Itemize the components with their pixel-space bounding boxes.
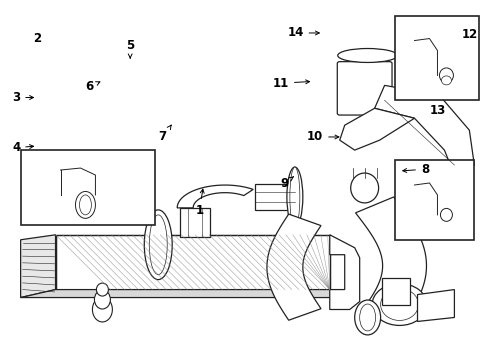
Ellipse shape — [290, 167, 300, 227]
Polygon shape — [55, 235, 330, 289]
Ellipse shape — [355, 300, 381, 335]
Polygon shape — [356, 197, 426, 322]
Polygon shape — [177, 185, 253, 208]
Ellipse shape — [441, 208, 452, 221]
Ellipse shape — [360, 304, 376, 331]
Polygon shape — [180, 208, 210, 237]
Text: 8: 8 — [403, 163, 429, 176]
Polygon shape — [417, 289, 454, 321]
Ellipse shape — [97, 283, 108, 296]
Text: 6: 6 — [85, 80, 100, 93]
Text: 5: 5 — [126, 39, 134, 58]
Text: 1: 1 — [196, 189, 204, 217]
Ellipse shape — [79, 198, 92, 215]
FancyBboxPatch shape — [337, 62, 392, 115]
Ellipse shape — [287, 167, 303, 227]
Ellipse shape — [75, 194, 96, 219]
Ellipse shape — [351, 173, 379, 203]
Text: 2: 2 — [33, 32, 41, 45]
Ellipse shape — [149, 215, 167, 275]
Bar — [394, 15, 479, 100]
Polygon shape — [21, 289, 335, 298]
Polygon shape — [375, 85, 474, 175]
Text: 14: 14 — [287, 27, 319, 40]
Bar — [394, 160, 474, 240]
Ellipse shape — [338, 49, 397, 62]
Text: 7: 7 — [159, 125, 171, 144]
Ellipse shape — [372, 284, 427, 325]
Text: 12: 12 — [462, 28, 478, 41]
Ellipse shape — [75, 192, 96, 219]
Polygon shape — [382, 278, 410, 305]
Ellipse shape — [440, 68, 453, 83]
Ellipse shape — [79, 195, 92, 215]
Polygon shape — [340, 108, 415, 150]
Text: 4: 4 — [12, 141, 33, 154]
Ellipse shape — [441, 76, 451, 85]
Ellipse shape — [381, 289, 418, 320]
Ellipse shape — [93, 297, 112, 322]
Bar — [21, 150, 155, 225]
Text: 11: 11 — [273, 77, 310, 90]
Ellipse shape — [144, 210, 172, 280]
Polygon shape — [21, 235, 55, 298]
Polygon shape — [267, 214, 321, 320]
Text: 3: 3 — [12, 91, 33, 104]
Polygon shape — [330, 235, 360, 310]
Text: 13: 13 — [430, 104, 446, 117]
Ellipse shape — [95, 290, 110, 309]
Polygon shape — [255, 184, 295, 210]
Text: 10: 10 — [307, 130, 339, 144]
Text: 9: 9 — [280, 177, 294, 190]
